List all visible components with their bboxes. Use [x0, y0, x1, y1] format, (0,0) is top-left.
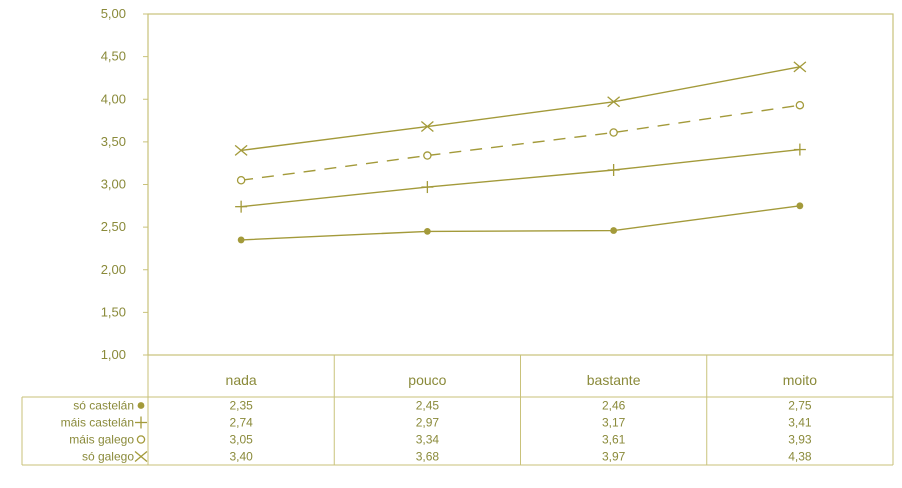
legend-row-label: máis galego: [69, 433, 146, 447]
data-point-cross: [793, 61, 807, 73]
category-label: moito: [783, 372, 817, 388]
series-cross: [234, 61, 807, 156]
data-table: nada pouco bastante moito só castelán 2,35 2,4…: [21, 355, 894, 466]
data-point-cross: [234, 144, 248, 156]
table-cell: 3,97: [602, 450, 626, 464]
table-cell: 3,93: [788, 433, 812, 447]
data-point-plus: [421, 181, 434, 194]
table-cell: 2,74: [229, 416, 253, 430]
y-tick-label: 3,00: [101, 177, 126, 192]
data-point-plus: [135, 416, 147, 429]
table-cell: 3,41: [788, 416, 812, 430]
legend-row-label: só galego: [82, 450, 148, 464]
series-name: só galego: [82, 450, 134, 464]
legend-row-label: máis castelán: [61, 416, 147, 430]
table-cell: 2,97: [416, 416, 440, 430]
table-cell: 3,17: [602, 416, 626, 430]
cross-b: [234, 144, 248, 156]
series-line: [241, 66, 801, 152]
legend-row-label: só castelán: [73, 399, 145, 413]
cross-b: [420, 121, 434, 133]
table-cell: 2,75: [788, 399, 812, 413]
category-label: pouco: [408, 372, 446, 388]
y-tick-label: 1,00: [101, 347, 126, 362]
cross-b: [793, 61, 807, 73]
series-line: [241, 148, 800, 208]
table-cell: 4,38: [788, 450, 812, 464]
y-axis: 1,00 1,50 2,00 2,50 3,00 3,50 4,00 4,50 5,00: [101, 6, 148, 362]
series-plus: [235, 143, 806, 213]
table-cell: 2,35: [229, 399, 253, 413]
data-point-dot: [610, 227, 618, 234]
category-label: bastante: [587, 372, 641, 388]
data-point-circle: [609, 128, 618, 137]
table-cell: 3,68: [416, 450, 440, 464]
data-point-dot: [796, 202, 804, 210]
series-line: [241, 104, 800, 181]
data-point-cross: [607, 96, 621, 108]
y-tick-label: 4,50: [101, 49, 126, 64]
y-tick-label: 2,00: [101, 262, 126, 277]
data-point-circle: [236, 175, 246, 185]
table-cell: 2,46: [602, 399, 626, 413]
series-lines: [234, 61, 807, 244]
series-name: máis castelán: [61, 416, 134, 430]
plot-area: [147, 13, 894, 356]
data-point-plus: [607, 164, 620, 177]
series-name: só castelán: [73, 399, 134, 413]
table-cell: 3,40: [229, 450, 253, 464]
y-tick-label: 3,50: [101, 134, 126, 149]
table-cell: 3,34: [416, 433, 440, 447]
category-label: nada: [226, 372, 257, 388]
y-tick-label: 1,50: [101, 304, 126, 319]
data-point-cross: [420, 121, 434, 133]
data-point-circle: [423, 151, 432, 160]
cross-b: [134, 451, 148, 462]
table-cell: 2,45: [416, 399, 440, 413]
plot-border: [147, 13, 894, 356]
data-point-plus: [235, 200, 248, 213]
y-tick-label: 5,00: [101, 6, 126, 21]
series-name: máis galego: [69, 433, 134, 447]
series-circle: [236, 100, 805, 185]
data-point-dot: [423, 227, 431, 235]
series-line: [241, 205, 800, 241]
data-point-dot: [137, 402, 145, 409]
data-point-dot: [237, 236, 245, 244]
y-tick-label: 2,50: [101, 219, 126, 234]
table-cell: 3,05: [229, 433, 253, 447]
data-point-circle: [136, 435, 146, 444]
table-cell: 3,61: [602, 433, 626, 447]
series-dot: [237, 202, 804, 244]
data-point-plus: [793, 143, 806, 156]
data-point-cross: [134, 451, 148, 462]
y-tick-label: 4,00: [101, 91, 126, 106]
cross-b: [607, 96, 621, 108]
data-point-circle: [795, 100, 805, 110]
